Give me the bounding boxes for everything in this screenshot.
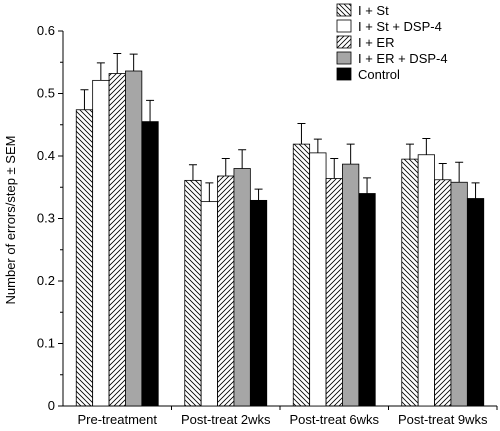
y-tick-label: 0.2: [37, 273, 55, 288]
bar: [466, 198, 485, 407]
legend-label: I + St + DSP-4: [358, 19, 442, 34]
bar: [434, 179, 452, 407]
x-tick-label: Pre-treatment: [78, 412, 158, 426]
bar: [342, 163, 360, 407]
legend-swatch: [336, 19, 352, 33]
bar: [325, 178, 343, 407]
bar: [450, 181, 468, 407]
x-tick-label: Post-treat 9wks: [398, 412, 488, 426]
y-axis-label: Number of errors/step ± SEM: [3, 136, 18, 305]
bar: [233, 168, 251, 407]
x-tick-label: Post-treat 2wks: [181, 412, 271, 426]
y-tick-label: 0.1: [37, 336, 55, 351]
bar: [200, 201, 218, 407]
bar: [108, 73, 126, 407]
bar: [217, 175, 235, 407]
x-tick-label: Post-treat 6wks: [289, 412, 379, 426]
bar: [75, 109, 94, 407]
y-tick-label: 0.4: [37, 148, 55, 163]
legend-swatch: [336, 3, 352, 17]
bar: [92, 79, 110, 407]
legend-label: I + St: [358, 3, 389, 18]
bar: [292, 143, 311, 407]
y-tick-label: 0.5: [37, 86, 55, 101]
legend: I + StI + St + DSP-4I + ERI + ER + DSP-4…: [336, 3, 448, 82]
legend-label: Control: [358, 67, 400, 82]
bar: [401, 158, 419, 407]
y-tick-label: 0: [48, 398, 55, 413]
bar: [141, 121, 159, 407]
bar: [309, 152, 327, 407]
legend-label: I + ER: [358, 35, 395, 50]
y-tick-label: 0.3: [37, 211, 55, 226]
bar: [417, 154, 435, 407]
legend-label: I + ER + DSP-4: [358, 51, 448, 66]
legend-swatch: [336, 51, 352, 65]
legend-swatch: [336, 67, 352, 81]
legend-swatch: [336, 35, 352, 49]
bar: [125, 70, 143, 407]
bar: [184, 179, 202, 407]
bar: [358, 193, 376, 407]
y-tick-label: 0.6: [37, 23, 55, 38]
bar: [249, 199, 268, 407]
